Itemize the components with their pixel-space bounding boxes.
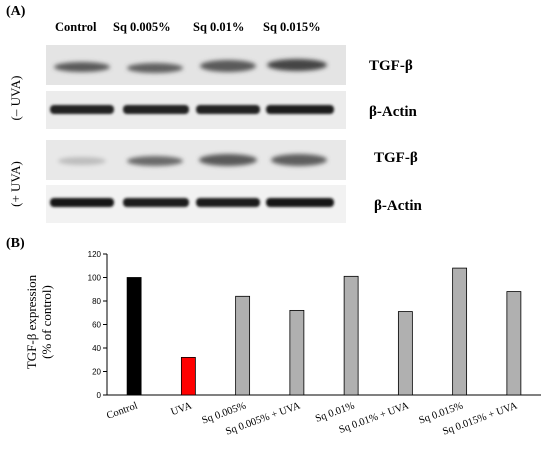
panel-a-label: (A) <box>6 4 26 19</box>
blot-label-tgf-plus: TGF-β <box>374 150 418 166</box>
band-actin-minus-sq0015 <box>266 105 334 114</box>
bar <box>506 291 522 396</box>
band-actin-plus-sq0005 <box>123 198 189 207</box>
blot-label-tgf-minus: TGF-β <box>369 58 413 74</box>
lane-label-sq-0005: Sq 0.005% <box>113 20 171 34</box>
band-actin-plus-control <box>50 198 114 207</box>
y-tick-label: 0 <box>97 391 102 400</box>
band-tgf-minus-sq0015 <box>267 59 327 71</box>
y-tick-label: 80 <box>92 297 101 306</box>
blot-label-actin-plus: β-Actin <box>374 198 422 214</box>
y-tick-label: 60 <box>92 321 101 330</box>
bar <box>235 295 251 396</box>
y-tick-label: 20 <box>92 368 101 377</box>
band-actin-minus-sq001 <box>196 105 260 114</box>
band-tgf-plus-sq0015 <box>271 154 327 166</box>
western-blot-image <box>46 45 346 225</box>
band-tgf-plus-sq001 <box>199 154 257 166</box>
blot-label-actin-minus: β-Actin <box>369 104 417 120</box>
x-category-label: Control <box>105 400 139 421</box>
band-actin-plus-sq0015 <box>266 198 334 207</box>
band-tgf-minus-sq001 <box>200 60 256 72</box>
lane-label-sq-001: Sq 0.01% <box>193 20 245 34</box>
band-actin-minus-sq0005 <box>123 105 189 114</box>
bar <box>452 267 468 396</box>
band-tgf-minus-control <box>54 62 110 72</box>
y-tick-label: 100 <box>88 274 102 283</box>
y-tick-label: 40 <box>92 344 101 353</box>
bar <box>343 275 359 396</box>
band-tgf-plus-sq0005 <box>127 156 183 166</box>
band-actin-minus-control <box>50 105 114 114</box>
bar <box>126 277 142 396</box>
band-actin-plus-sq001 <box>196 198 260 207</box>
panel-b-label: (B) <box>6 236 25 251</box>
x-category-label: UVA <box>170 400 194 418</box>
lane-label-sq-0015: Sq 0.015% <box>263 20 321 34</box>
band-tgf-minus-sq0005 <box>127 63 183 73</box>
bar <box>289 309 305 396</box>
bar <box>180 356 196 396</box>
y-tick-label: 120 <box>88 250 102 259</box>
western-blot-svg <box>46 45 346 223</box>
bar <box>397 311 413 396</box>
lane-label-control: Control <box>55 20 97 34</box>
band-tgf-plus-control <box>58 157 106 165</box>
